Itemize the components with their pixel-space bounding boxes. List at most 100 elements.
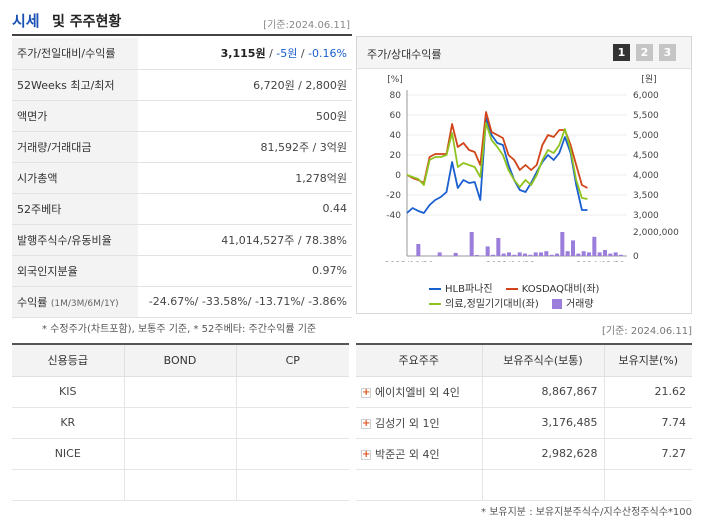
- credit-cell: [12, 469, 125, 501]
- info-row-shares: 발행주식수/유동비율 41,014,527주 / 78.38%: [12, 224, 352, 256]
- title-rest: 및 주주현황: [52, 14, 122, 30]
- credit-header: CP: [236, 344, 349, 377]
- y-left-tick: 20: [390, 151, 402, 161]
- chart-tab-2[interactable]: 2: [636, 44, 653, 61]
- price-info-table: 주가/전일대비/수익률 3,115원 / -5원 / -0.16% 52Week…: [12, 38, 352, 318]
- volume-bar: [597, 252, 602, 256]
- volume-bar: [469, 232, 474, 256]
- holder-name-cell[interactable]: + 에이치엘비 외 4인: [356, 376, 483, 408]
- info-row-volume: 거래량/거래대금 81,592주 / 3억원: [12, 131, 352, 163]
- info-label: 시가총액: [12, 162, 138, 194]
- info-row-foreign: 외국인지분율 0.97%: [12, 255, 352, 287]
- holder-shares: 8,867,867: [482, 376, 605, 408]
- footnote-left: * 수정주가(차트포함), 보통주 기준, * 52주베타: 주간수익률 기준: [42, 324, 317, 335]
- volume-bar: [613, 252, 618, 256]
- credit-cell: KIS: [12, 376, 125, 408]
- info-label: 주가/전일대비/수익률: [12, 38, 138, 70]
- expand-plus-icon[interactable]: +: [361, 386, 371, 398]
- volume-bar: [416, 244, 421, 256]
- info-value: 0.44: [138, 193, 352, 225]
- info-value: 500원: [138, 100, 352, 132]
- holder-name-cell[interactable]: + 김성기 외 1인: [356, 407, 483, 439]
- volume-bar: [453, 252, 458, 256]
- holder-name-cell[interactable]: + 박준곤 외 4인: [356, 438, 483, 470]
- info-row-returns: 수익률 (1M/3M/6M/1Y) -24.67%/ -33.58%/ -13.…: [12, 286, 352, 318]
- info-row-par: 액면가 500원: [12, 100, 352, 132]
- legend-hlb: HLB파나진: [429, 284, 493, 295]
- series-line-1: [406, 111, 588, 189]
- holder-header: 보유지분(%): [604, 344, 692, 377]
- y-right-tick: 4,500: [633, 151, 659, 161]
- credit-cell: [236, 438, 349, 470]
- y-left-unit: [%]: [387, 75, 403, 85]
- volume-bar: [501, 253, 506, 256]
- volume-bar: [571, 240, 575, 256]
- table-row: + 박준곤 외 4인 2,982,628 7.27: [356, 438, 692, 470]
- price-return-chart: 80 6,000 60 5,500 40 5,000 20 4,500 0 4,000 -20 3,5…: [385, 74, 680, 262]
- volume-tick: 0: [633, 252, 639, 262]
- y-right-tick: 4,000: [633, 171, 659, 181]
- expand-plus-icon[interactable]: +: [361, 417, 371, 429]
- credit-header: BOND: [124, 344, 237, 377]
- chart-title: 주가/상대수익률: [367, 48, 442, 61]
- y-right-tick: 6,000: [633, 91, 659, 101]
- holder-header-row: 주요주주 보유주식수(보통) 보유지분(%): [356, 344, 692, 377]
- y-left-tick: -20: [386, 191, 401, 201]
- volume-bar: [565, 251, 570, 256]
- return-value: -0.16%: [308, 47, 347, 61]
- info-row-52w: 52Weeks 최고/최저 6,720원 / 2,800원: [12, 69, 352, 101]
- info-label: 발행주식수/유동비율: [12, 224, 138, 256]
- y-left-tick: -40: [386, 211, 401, 221]
- info-row-price: 주가/전일대비/수익률 3,115원 / -5원 / -0.16%: [12, 38, 352, 70]
- info-value: 81,592주 / 3억원: [138, 131, 352, 163]
- volume-bar: [523, 253, 527, 256]
- info-row-beta: 52주베타 0.44: [12, 193, 352, 225]
- volume-bar: [608, 253, 613, 256]
- section-title: 시세 및 주주현황 [기준:2024.06.11]: [12, 8, 352, 36]
- legend-volume: 거래량: [551, 299, 594, 310]
- credit-rating-table: 신용등급 BOND CP KIS KR NICE: [12, 343, 349, 501]
- info-label: 외국인지분율: [12, 255, 138, 287]
- holder-pct: [604, 469, 692, 501]
- volume-bar: [475, 255, 479, 256]
- chart-tab-3[interactable]: 3: [659, 44, 676, 61]
- volume-bar: [528, 254, 533, 256]
- legend-row-2: 의료,정밀기기대비(좌) 거래량: [429, 295, 594, 310]
- shareholder-table: 주요주주 보유주식수(보통) 보유지분(%) + 에이치엘비 외 4인 8,867…: [356, 343, 692, 501]
- credit-header-row: 신용등급 BOND CP: [12, 344, 349, 377]
- expand-plus-icon[interactable]: +: [361, 448, 371, 460]
- volume-bar: [603, 250, 607, 256]
- y-right-tick: 5,000: [633, 131, 659, 141]
- table-row: NICE: [12, 438, 349, 470]
- volume-bar: [619, 254, 623, 256]
- credit-cell: [124, 438, 237, 470]
- info-label: 52Weeks 최고/최저: [12, 69, 138, 101]
- info-value: -24.67%/ -33.58%/ -13.71%/ -3.86%: [138, 286, 352, 318]
- holder-shares: 2,982,628: [482, 438, 605, 470]
- series-line-2: [406, 122, 588, 200]
- chart-tab-1[interactable]: 1: [613, 44, 630, 61]
- y-right-tick: 5,500: [633, 111, 659, 121]
- x-tick-label: 2022/06/30: [385, 261, 434, 262]
- volume-bar: [512, 254, 517, 256]
- volume-bar: [437, 252, 442, 256]
- info-value: 3,115원 / -5원 / -0.16%: [138, 38, 352, 70]
- volume-bar: [544, 251, 549, 256]
- chart-header: 주가/상대수익률 1 2 3: [357, 37, 691, 69]
- volume-bar: [496, 238, 501, 256]
- holder-shares: 3,176,485: [482, 407, 605, 439]
- y-right-tick: 3,000: [633, 211, 659, 221]
- info-value: 0.97%: [138, 255, 352, 287]
- series-line-0: [406, 117, 588, 214]
- info-value: 41,014,527주 / 78.38%: [138, 224, 352, 256]
- base-date: [기준:2024.06.11]: [263, 20, 350, 31]
- info-label: 거래량/거래대금: [12, 131, 138, 163]
- holder-header: 주요주주: [356, 344, 483, 377]
- change-value: -5원: [276, 47, 298, 61]
- info-row-marketcap: 시가총액 1,278억원: [12, 162, 352, 194]
- credit-header: 신용등급: [12, 344, 125, 377]
- holder-header: 보유주식수(보통): [482, 344, 605, 377]
- legend-medical: 의료,정밀기기대비(좌): [429, 299, 539, 310]
- title-accent: 시세: [12, 12, 40, 30]
- holder-pct: 7.74: [604, 407, 692, 439]
